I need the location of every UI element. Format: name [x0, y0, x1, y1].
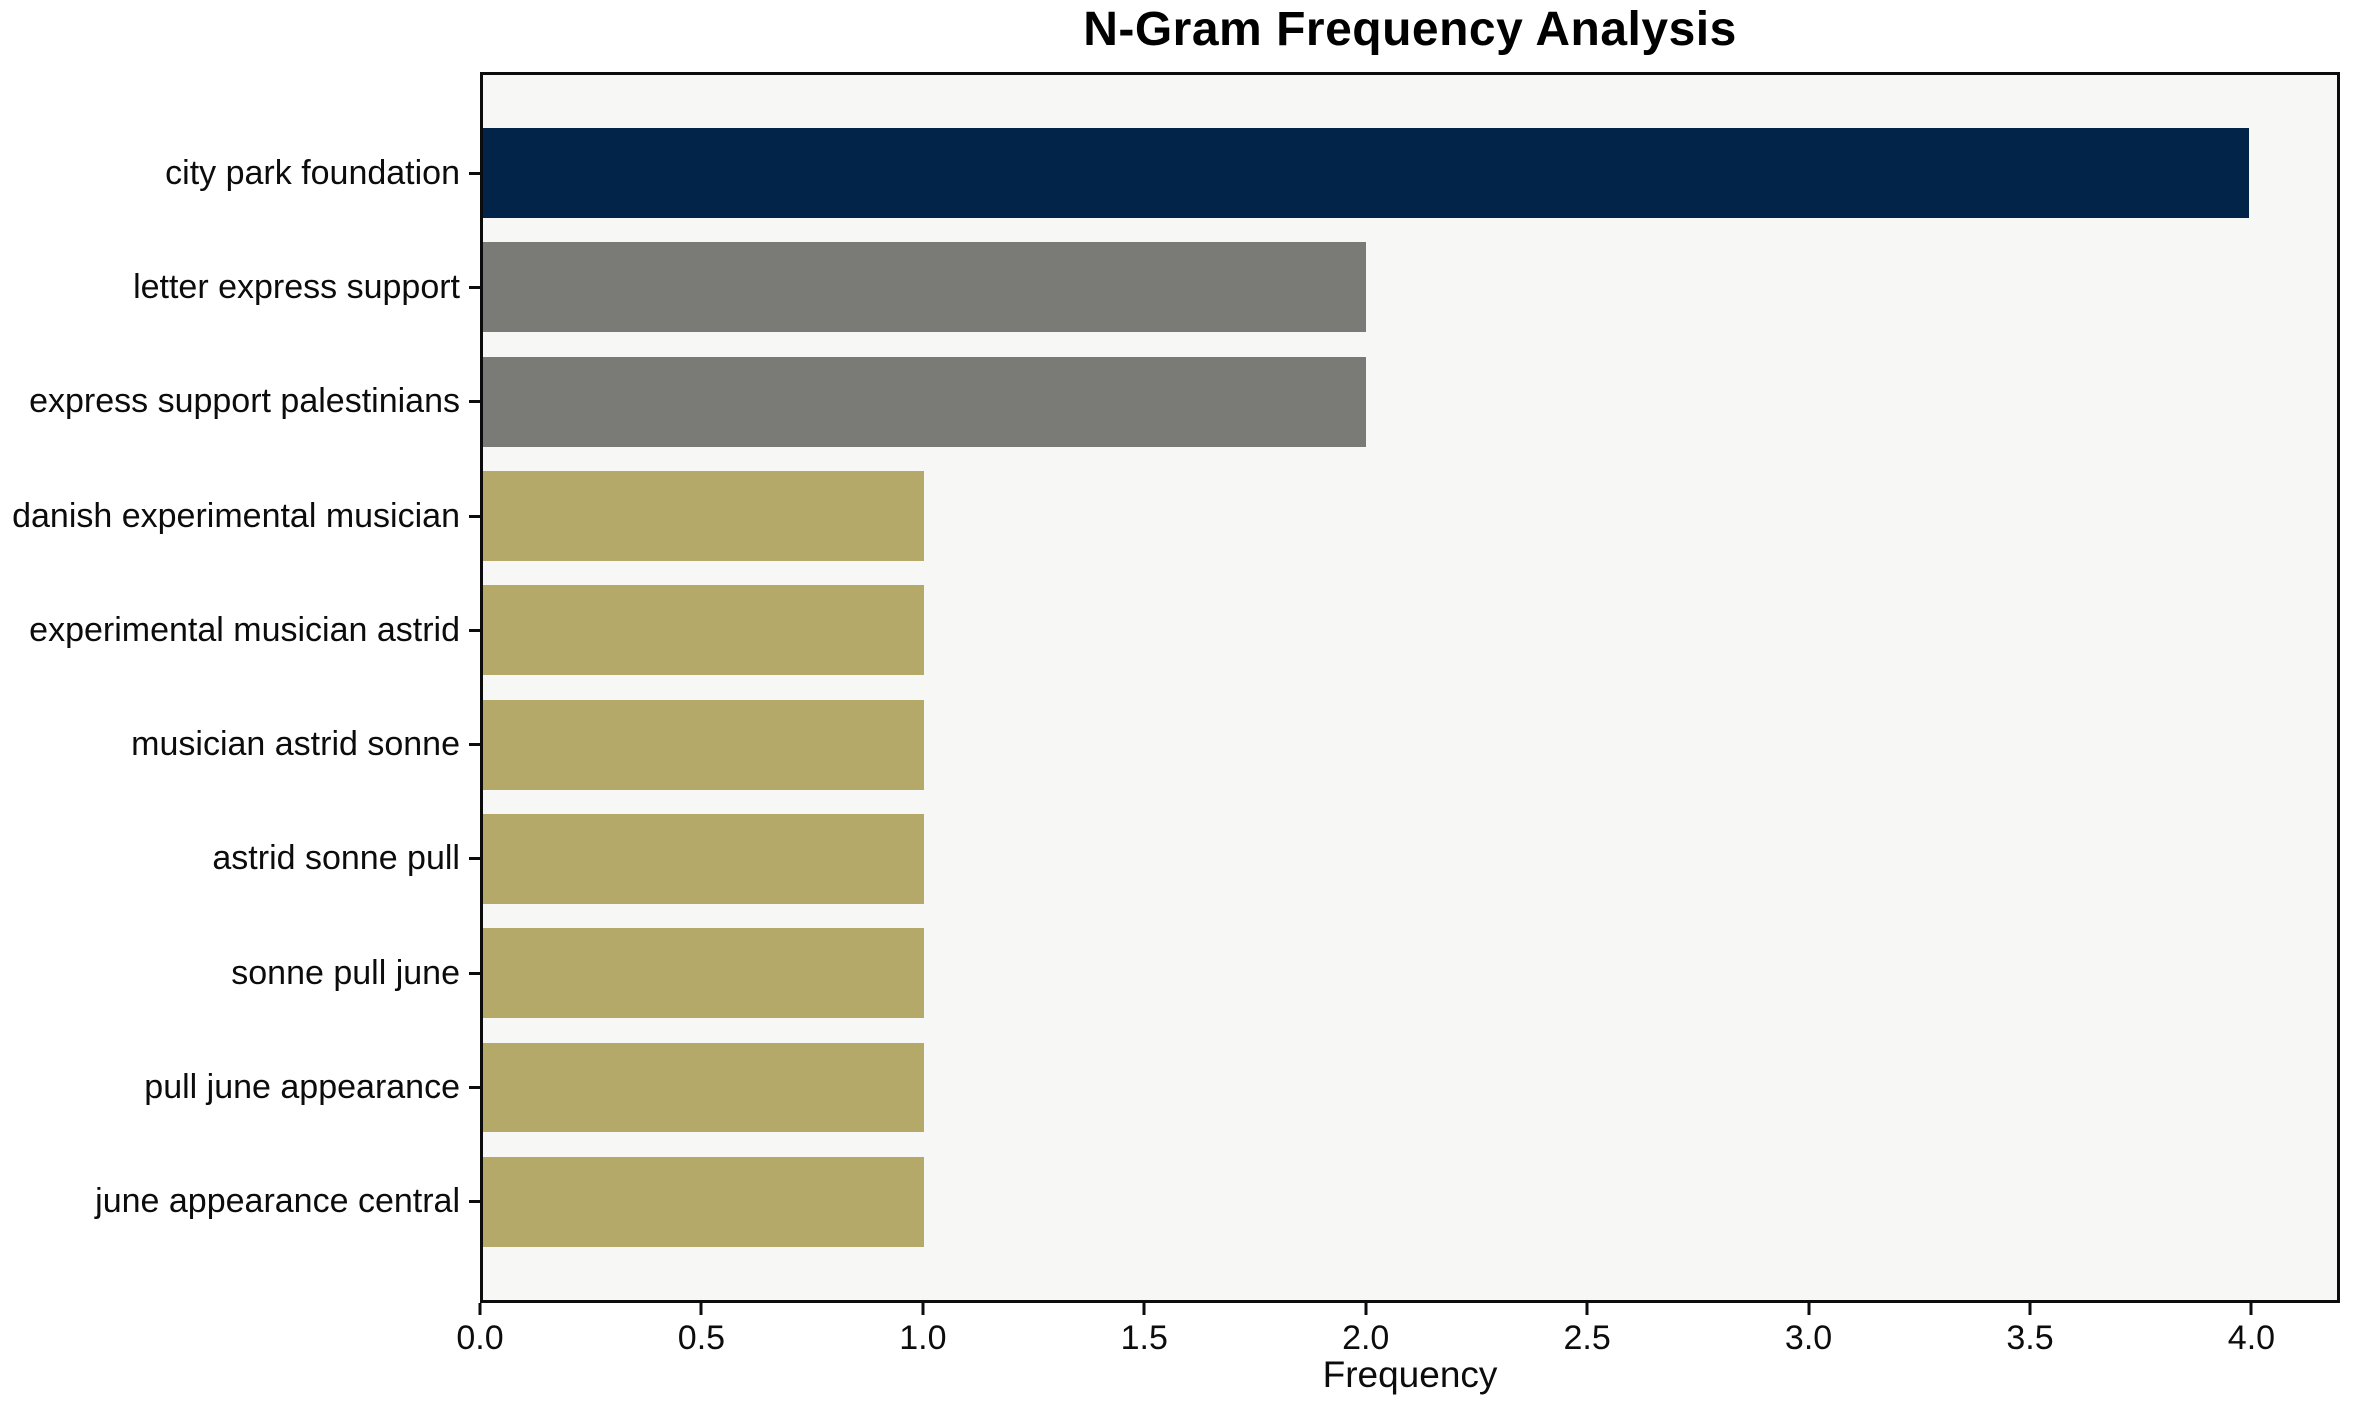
bar-row	[483, 1145, 2337, 1259]
x-tick-mark	[2249, 1303, 2253, 1315]
y-tick-mark	[469, 1086, 480, 1090]
x-tick-mark	[1364, 1303, 1368, 1315]
y-tick-mark	[469, 514, 480, 518]
bar-row	[483, 687, 2337, 801]
bar-row	[483, 802, 2337, 916]
x-tick-label: 0.0	[456, 1319, 504, 1357]
bar	[483, 128, 2249, 219]
x-tick-mark	[2028, 1303, 2032, 1315]
y-tick-label: june appearance central	[95, 1182, 460, 1221]
y-tick-mark	[469, 971, 480, 975]
y-label-row: danish experimental musician	[0, 459, 480, 573]
y-axis-labels: city park foundation letter express suppo…	[0, 75, 480, 1300]
bar-row	[483, 116, 2337, 230]
y-label-row: astrid sonne pull	[0, 802, 480, 916]
y-label-row: city park foundation	[0, 116, 480, 230]
y-label-row: pull june appearance	[0, 1030, 480, 1144]
x-tick-mark	[1142, 1303, 1146, 1315]
chart-title: N-Gram Frequency Analysis	[1083, 3, 1737, 56]
y-tick-mark	[469, 743, 480, 747]
x-tick-label: 1.0	[899, 1319, 947, 1357]
x-tick-mark	[478, 1303, 482, 1315]
bar-row	[483, 459, 2337, 573]
y-tick-mark	[469, 171, 480, 175]
x-tick-label: 2.5	[1563, 1319, 1611, 1357]
y-tick-mark	[469, 1200, 480, 1204]
x-tick-mark	[1807, 1303, 1811, 1315]
y-tick-label: letter express support	[133, 267, 460, 306]
y-label-row: express support palestinians	[0, 345, 480, 459]
y-tick-label: city park foundation	[165, 153, 460, 192]
y-tick-label: express support palestinians	[29, 382, 460, 421]
x-tick-label: 3.5	[2006, 1319, 2054, 1357]
bar-row	[483, 916, 2337, 1030]
bar	[483, 813, 925, 904]
y-tick-mark	[469, 857, 480, 861]
x-tick-label: 4.0	[2227, 1319, 2276, 1357]
bar	[483, 1156, 925, 1247]
plot-area	[480, 72, 2340, 1303]
bar	[483, 585, 925, 676]
bar	[483, 242, 1366, 333]
bar	[483, 356, 1366, 447]
y-label-row: june appearance central	[0, 1145, 480, 1259]
bar-row	[483, 345, 2337, 459]
y-tick-mark	[469, 285, 480, 289]
bar	[483, 928, 925, 1019]
y-tick-label: experimental musician astrid	[29, 610, 460, 649]
y-label-row: letter express support	[0, 230, 480, 344]
x-tick-mark	[699, 1303, 703, 1315]
y-tick-label: danish experimental musician	[12, 496, 460, 535]
y-label-row: experimental musician astrid	[0, 573, 480, 687]
x-tick-mark	[921, 1303, 925, 1315]
bar-row	[483, 1030, 2337, 1144]
bar	[483, 471, 925, 561]
y-tick-label: astrid sonne pull	[212, 839, 460, 878]
y-tick-label: musician astrid sonne	[131, 725, 460, 764]
x-tick-label: 3.0	[1784, 1319, 1833, 1357]
y-tick-label: pull june appearance	[144, 1068, 460, 1107]
y-tick-mark	[469, 628, 480, 632]
y-label-row: musician astrid sonne	[0, 687, 480, 801]
x-axis: 0.0 0.5 1.0 1.5 2.0 2.5 3.0 3.5 4.0	[456, 1303, 2340, 1413]
bar	[483, 1042, 925, 1133]
bar	[483, 699, 925, 790]
y-tick-label: sonne pull june	[231, 953, 460, 992]
bar-row	[483, 230, 2337, 344]
x-tick-mark	[1585, 1303, 1589, 1315]
bar-row	[483, 573, 2337, 687]
bars-container	[483, 75, 2337, 1300]
y-tick-mark	[469, 400, 480, 404]
x-tick-label: 0.5	[677, 1319, 726, 1357]
x-axis-label: Frequency	[1322, 1354, 1498, 1395]
x-tick-label: 1.5	[1120, 1319, 1168, 1357]
y-label-row: sonne pull june	[0, 916, 480, 1030]
x-tick-label: 2.0	[1342, 1319, 1390, 1357]
